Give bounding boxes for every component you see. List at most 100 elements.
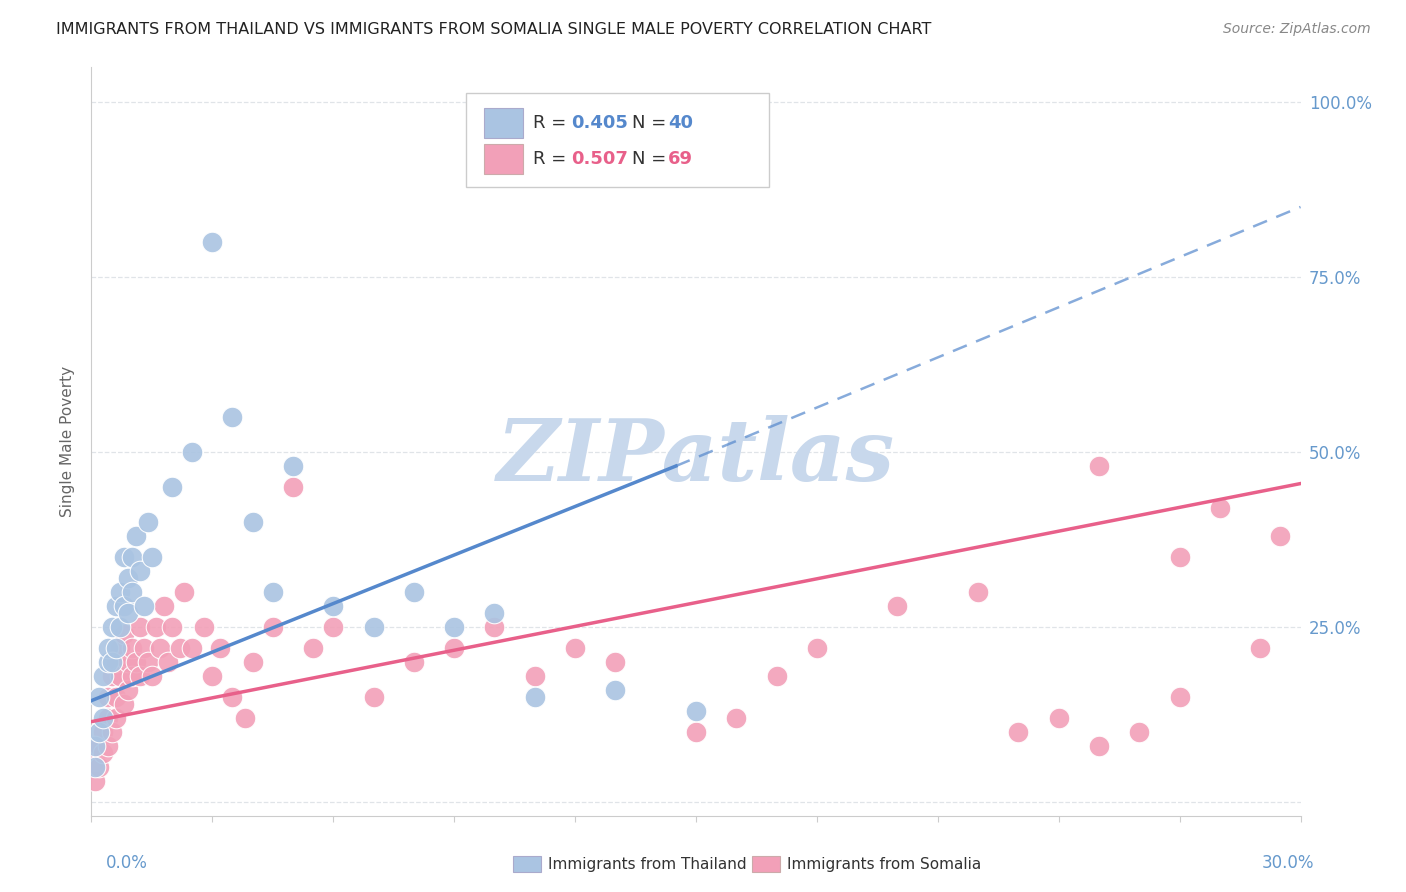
Point (201, 669, 224, 683)
Point (402, 655, 425, 669)
Point (1088, 739, 1111, 753)
Text: Immigrants from Thailand: Immigrants from Thailand (548, 857, 747, 871)
Point (564, 641, 586, 656)
Text: R =: R = (533, 113, 572, 132)
Point (443, 641, 465, 656)
Point (132, 599, 155, 613)
Point (84, 760, 107, 774)
Point (1047, 711, 1070, 725)
Point (108, 585, 131, 599)
Point (121, 550, 143, 565)
Point (1007, 725, 1029, 739)
Point (112, 550, 135, 565)
Point (443, 620, 465, 634)
Text: R =: R = (533, 150, 572, 168)
Point (1128, 725, 1150, 739)
Point (117, 571, 139, 585)
Point (104, 655, 127, 669)
Point (100, 620, 122, 634)
Text: N =: N = (631, 113, 672, 132)
Point (117, 655, 139, 669)
Point (1270, 529, 1292, 543)
Point (322, 620, 344, 634)
Point (141, 669, 163, 683)
Point (1249, 641, 1271, 656)
Point (967, 585, 990, 599)
Point (685, 725, 707, 739)
Point (806, 641, 828, 656)
Point (100, 655, 122, 669)
Point (685, 704, 707, 718)
Point (112, 627, 135, 641)
Point (1088, 458, 1111, 473)
Point (84, 774, 107, 789)
Point (112, 697, 135, 711)
Point (100, 669, 122, 683)
Bar (484, 108, 523, 137)
Point (121, 585, 143, 599)
Point (221, 690, 243, 705)
Point (117, 683, 139, 698)
FancyBboxPatch shape (467, 93, 769, 186)
Point (484, 620, 506, 634)
Text: 30.0%: 30.0% (1263, 855, 1315, 872)
Point (104, 599, 127, 613)
Point (363, 620, 385, 634)
Point (128, 669, 150, 683)
Text: 0.507: 0.507 (571, 150, 628, 168)
Point (125, 529, 148, 543)
Point (221, 410, 243, 425)
Point (765, 669, 787, 683)
Point (605, 683, 627, 698)
Point (96, 641, 118, 656)
Point (281, 458, 304, 473)
Text: N =: N = (631, 150, 672, 168)
Point (96, 655, 118, 669)
Point (523, 690, 546, 705)
Point (136, 515, 159, 529)
Point (136, 655, 159, 669)
Point (302, 641, 325, 656)
Y-axis label: Single Male Poverty: Single Male Poverty (60, 366, 76, 517)
Point (160, 620, 183, 634)
Point (725, 711, 748, 725)
Point (242, 515, 264, 529)
Point (104, 711, 127, 725)
Point (484, 606, 506, 620)
Point (1168, 550, 1191, 565)
Point (89, 725, 111, 739)
Point (233, 711, 256, 725)
Point (121, 641, 143, 656)
Point (96, 739, 118, 753)
Point (128, 564, 150, 578)
Point (193, 620, 215, 634)
Text: 40: 40 (668, 113, 693, 132)
Point (108, 620, 131, 634)
Point (100, 725, 122, 739)
Point (181, 641, 204, 656)
Point (181, 445, 204, 459)
Point (108, 669, 131, 683)
Point (93, 711, 115, 725)
Point (121, 669, 143, 683)
Point (322, 599, 344, 613)
Point (173, 585, 195, 599)
Point (93, 746, 115, 760)
Point (89, 739, 111, 753)
Point (156, 655, 179, 669)
Text: 69: 69 (668, 150, 693, 168)
Point (117, 606, 139, 620)
Text: Immigrants from Somalia: Immigrants from Somalia (787, 857, 981, 871)
Text: ZIPatlas: ZIPatlas (496, 415, 896, 499)
Text: 0.405: 0.405 (571, 113, 628, 132)
Point (89, 760, 111, 774)
Point (104, 641, 127, 656)
Point (149, 641, 172, 656)
Point (112, 599, 135, 613)
Point (201, 235, 224, 249)
Point (93, 669, 115, 683)
Text: Source: ZipAtlas.com: Source: ZipAtlas.com (1223, 22, 1371, 37)
Point (145, 620, 167, 634)
Point (402, 585, 425, 599)
Point (93, 725, 115, 739)
